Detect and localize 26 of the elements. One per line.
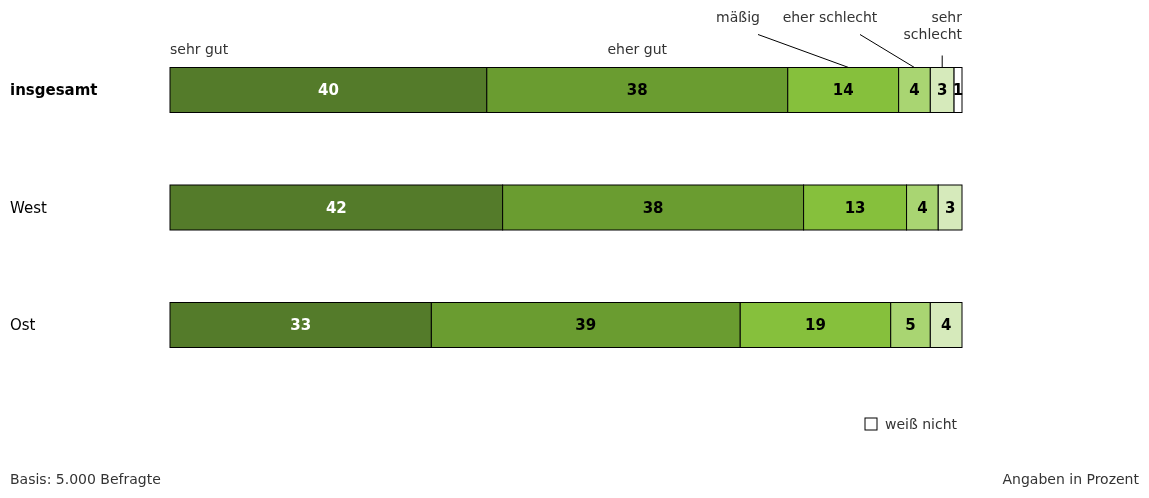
legend-label: weiß nicht bbox=[885, 416, 958, 432]
y-tick-label: West bbox=[10, 198, 47, 217]
data-label: 42 bbox=[325, 198, 347, 217]
text: Angaben in Prozent bbox=[1002, 471, 1140, 487]
data-label: 40 bbox=[317, 81, 339, 100]
series-label: sehr gut bbox=[170, 40, 229, 57]
data-label: 4 bbox=[909, 81, 920, 100]
data-label: 13 bbox=[844, 198, 866, 217]
data-label: 3 bbox=[944, 198, 956, 217]
data-label: 19 bbox=[805, 316, 826, 335]
y-tick-label: Ost bbox=[10, 316, 36, 335]
data-label: 3 bbox=[936, 81, 948, 100]
text: Basis: 5.000 Befragte bbox=[10, 471, 161, 487]
series-label: eher gut bbox=[607, 40, 668, 57]
y-tick-label: insgesamt bbox=[10, 81, 98, 100]
text: eher schlecht bbox=[782, 8, 878, 25]
series-label: sehr schlecht bbox=[903, 8, 963, 42]
data-label: 33 bbox=[290, 316, 312, 335]
data-label: 39 bbox=[575, 316, 597, 335]
data-label: 4 bbox=[917, 198, 928, 217]
text: mäßig bbox=[716, 8, 760, 25]
data-label: 4 bbox=[940, 316, 952, 335]
data-label: 14 bbox=[832, 81, 854, 100]
data-label: 38 bbox=[626, 81, 648, 100]
data-label: 5 bbox=[905, 316, 916, 335]
data-label: 38 bbox=[642, 198, 664, 217]
